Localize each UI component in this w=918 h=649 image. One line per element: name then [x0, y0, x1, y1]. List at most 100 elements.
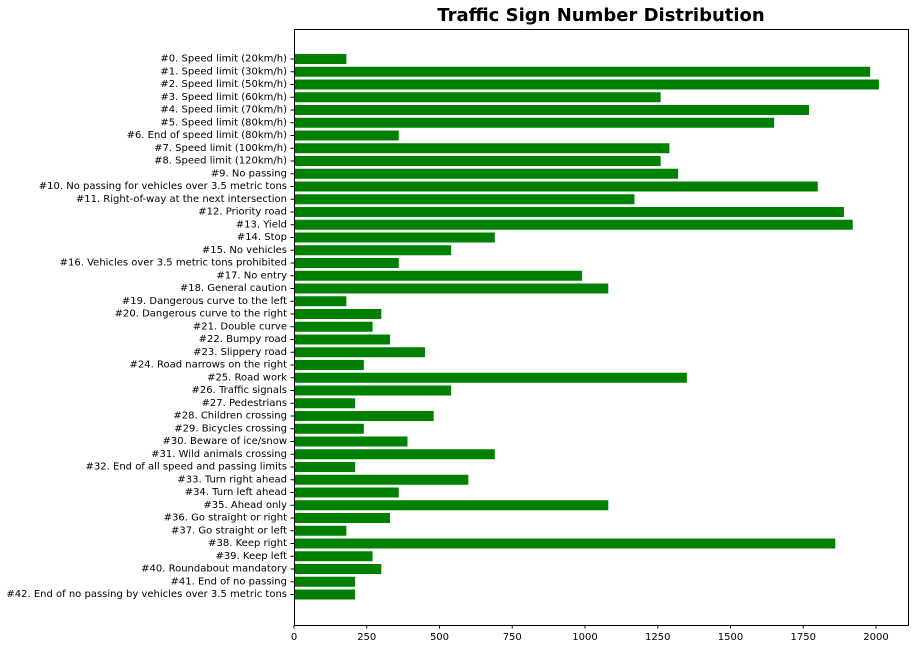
x-tick-label: 1250 [645, 632, 670, 643]
y-tick-label: #40. Roundabout mandatory [141, 564, 287, 575]
chart-title: Traffic Sign Number Distribution [437, 5, 764, 26]
y-tick-label: #16. Vehicles over 3.5 metric tons prohi… [60, 258, 287, 269]
y-tick-label: #36. Go straight or right [164, 513, 287, 524]
bar [294, 105, 810, 115]
y-tick-label: #34. Turn left ahead [185, 487, 287, 498]
bars-group [294, 54, 879, 600]
plot-frame [294, 29, 909, 626]
x-tick-label: 500 [430, 632, 449, 643]
y-tick-label: #9. No passing [211, 168, 287, 179]
bar [294, 232, 495, 243]
x-tick-labels: 0 250 500 750 1000 1250 1500 1750 2000 [291, 625, 889, 643]
bar [294, 54, 347, 64]
bar [294, 411, 434, 421]
bar [294, 92, 661, 103]
bar [294, 513, 391, 523]
y-tick-label: #23. Slippery road [193, 347, 287, 358]
x-tick-label: 1500 [718, 632, 743, 643]
bar [294, 500, 609, 511]
y-tick-label: #17. No entry [216, 270, 287, 281]
y-tick-label: #8. Speed limit (120km/h) [154, 156, 287, 167]
bar [294, 525, 347, 536]
y-tick-label: #1. Speed limit (30km/h) [160, 66, 287, 77]
y-tick-label: #30. Beware of ice/snow [163, 436, 287, 447]
y-tick-label: #41. End of no passing [171, 576, 287, 587]
bar [294, 245, 452, 256]
bar [294, 181, 818, 192]
y-tick-label: #22. Bumpy road [199, 334, 287, 345]
y-tick-labels: #0. Speed limit (20km/h)#1. Speed limit … [6, 54, 294, 600]
y-tick-label: #24. Road narrows on the right [130, 360, 288, 371]
x-tick-label: 0 [291, 632, 297, 643]
bar [294, 66, 871, 77]
y-tick-label: #12. Priority road [198, 207, 287, 218]
x-tick-label: 750 [503, 632, 522, 643]
bar [294, 156, 661, 166]
x-tick-label: 2000 [863, 632, 888, 643]
bar [294, 347, 425, 358]
y-tick-label: #3. Speed limit (60km/h) [160, 92, 287, 103]
y-tick-label: #2. Speed limit (50km/h) [160, 79, 287, 90]
y-tick-label: #33. Turn right ahead [177, 474, 287, 485]
bar [294, 487, 399, 498]
bar [294, 564, 382, 574]
y-tick-label: #25. Road work [207, 372, 287, 383]
bar [294, 143, 670, 154]
y-tick-label: #39. Keep left [215, 551, 287, 562]
bar [294, 576, 356, 587]
y-tick-label: #19. Dangerous curve to the left [122, 296, 287, 307]
y-tick-label: #21. Double curve [193, 321, 287, 332]
bar [294, 589, 356, 600]
bar [294, 538, 836, 549]
bar [294, 296, 347, 307]
bar [294, 270, 583, 281]
y-tick-label: #27. Pedestrians [202, 398, 287, 409]
y-tick-label: #37. Go straight or left [171, 525, 287, 536]
y-tick-label: #15. No vehicles [202, 245, 287, 256]
y-tick-label: #31. Wild animals crossing [151, 449, 287, 460]
y-tick-label: #10. No passing for vehicles over 3.5 me… [39, 181, 287, 192]
bar [294, 436, 408, 447]
y-tick-label: #5. Speed limit (80km/h) [160, 117, 287, 128]
bar [294, 551, 373, 562]
y-tick-label: #13. Yield [236, 219, 287, 230]
bar [294, 462, 356, 472]
y-tick-label: #42. End of no passing by vehicles over … [6, 589, 287, 600]
bar [294, 398, 356, 409]
bar [294, 168, 679, 179]
bar [294, 334, 391, 345]
bar [294, 194, 635, 205]
bar [294, 79, 879, 90]
bar [294, 474, 469, 485]
bar [294, 258, 399, 268]
y-tick-label: #11. Right-of-way at the next intersecti… [76, 194, 287, 205]
y-tick-label: #14. Stop [237, 232, 287, 243]
y-tick-label: #4. Speed limit (70km/h) [160, 105, 287, 116]
y-tick-label: #38. Keep right [208, 538, 287, 549]
y-tick-label: #29. Bicycles crossing [174, 423, 287, 434]
y-tick-label: #18. General caution [180, 283, 287, 294]
y-tick-label: #32. End of all speed and passing limits [86, 462, 287, 473]
bar [294, 449, 495, 460]
y-tick-label: #35. Ahead only [203, 500, 287, 511]
x-tick-label: 250 [357, 632, 376, 643]
y-tick-label: #28. Children crossing [173, 411, 287, 422]
bar [294, 207, 844, 217]
y-tick-label: #7. Speed limit (100km/h) [154, 143, 287, 154]
y-tick-label: #20. Dangerous curve to the right [115, 309, 287, 320]
x-tick-label: 1000 [572, 632, 597, 643]
bar [294, 130, 399, 141]
y-tick-label: #6. End of speed limit (80km/h) [127, 130, 288, 141]
bar [294, 309, 382, 319]
bar [294, 385, 452, 396]
bar [294, 423, 364, 434]
x-tick-label: 1750 [791, 632, 816, 643]
bar [294, 321, 373, 332]
bar [294, 360, 364, 370]
bar [294, 372, 687, 383]
y-tick-label: #0. Speed limit (20km/h) [160, 54, 287, 65]
y-tick-label: #26. Traffic signals [192, 385, 287, 396]
bar [294, 219, 853, 230]
bar [294, 283, 609, 294]
